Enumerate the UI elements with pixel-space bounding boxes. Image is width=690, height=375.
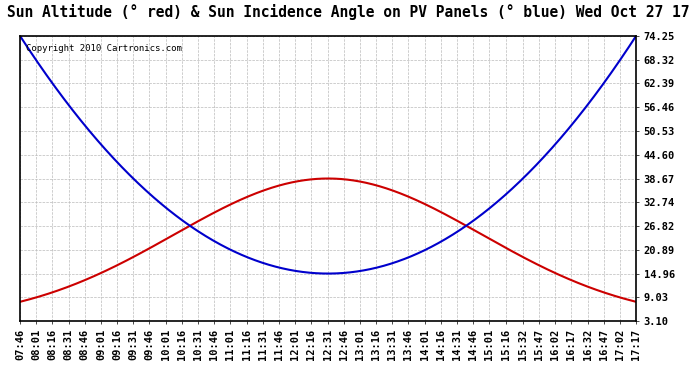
Text: Sun Altitude (° red) & Sun Incidence Angle on PV Panels (° blue) Wed Oct 27 17:2: Sun Altitude (° red) & Sun Incidence Ang… <box>7 4 690 20</box>
Text: Copyright 2010 Cartronics.com: Copyright 2010 Cartronics.com <box>26 44 182 53</box>
